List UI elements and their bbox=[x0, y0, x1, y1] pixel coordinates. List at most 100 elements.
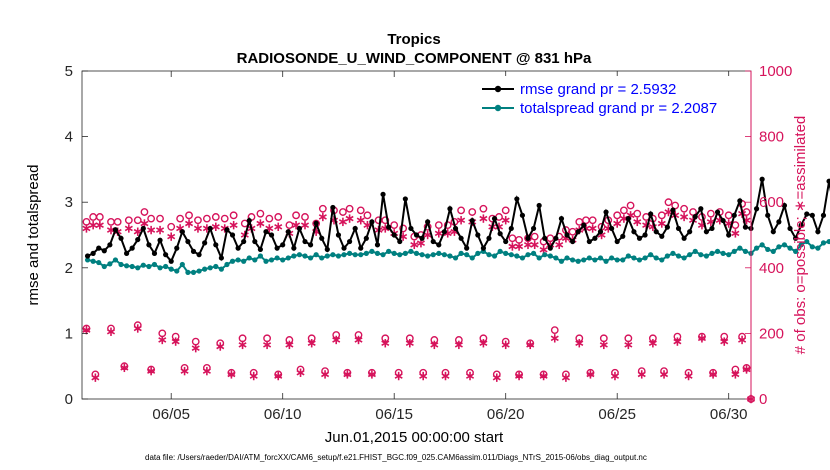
obs-assimilated-marker bbox=[296, 368, 305, 377]
totalspread-point bbox=[759, 242, 765, 248]
rmse-point bbox=[241, 238, 247, 245]
totalspread-point bbox=[609, 255, 615, 261]
obs-possible-marker bbox=[211, 213, 220, 221]
x-tick-label: 06/30 bbox=[710, 406, 748, 423]
obs-assimilated-marker bbox=[89, 220, 98, 230]
rmse-point bbox=[157, 237, 163, 243]
rmse-point bbox=[179, 229, 185, 235]
rmse-point bbox=[324, 246, 330, 253]
rmse-point bbox=[670, 207, 676, 213]
totalspread-point bbox=[151, 261, 158, 268]
y-right-tick-label: 600 bbox=[759, 194, 784, 211]
legend: rmse grand pr = 2.5932 totalspread grand… bbox=[477, 76, 745, 124]
legend-spread-marker bbox=[494, 104, 502, 112]
obs-assimilated-marker bbox=[508, 242, 517, 251]
totalspread-point bbox=[319, 255, 325, 261]
obs-assimilated-marker bbox=[479, 339, 488, 348]
totalspread-point bbox=[252, 257, 258, 263]
x-tick-label: 06/25 bbox=[598, 406, 636, 423]
rmse-point bbox=[430, 238, 436, 245]
obs-assimilated-marker bbox=[367, 370, 376, 379]
totalspread-point bbox=[793, 248, 799, 254]
obs-assimilated-marker bbox=[501, 340, 510, 350]
obs-assimilated-marker bbox=[147, 225, 156, 235]
obs-possible-marker bbox=[265, 214, 274, 223]
rmse-point bbox=[820, 212, 827, 218]
y-left-tick-label: 2 bbox=[65, 260, 73, 277]
totalspread-point bbox=[530, 250, 537, 256]
rmse-point bbox=[698, 206, 704, 212]
totalspread-point bbox=[369, 248, 375, 254]
obs-possible-marker bbox=[176, 214, 185, 223]
rmse-point bbox=[642, 232, 648, 238]
rmse-point bbox=[313, 220, 319, 226]
obs-possible-marker bbox=[229, 211, 238, 220]
totalspread-point bbox=[653, 255, 659, 261]
totalspread-point bbox=[307, 255, 314, 261]
obs-assimilated-marker bbox=[381, 339, 390, 348]
totalspread-point bbox=[603, 258, 609, 264]
rmse-point bbox=[536, 202, 542, 209]
rmse-point bbox=[525, 235, 531, 241]
totalspread-point bbox=[324, 253, 330, 259]
totalspread-point bbox=[553, 255, 559, 261]
obs-possible-marker bbox=[626, 201, 635, 210]
rmse-point bbox=[464, 245, 470, 251]
rmse-point bbox=[84, 253, 91, 259]
rmse-point bbox=[486, 235, 492, 241]
legend-box bbox=[477, 76, 745, 124]
totalspread-point bbox=[341, 252, 347, 258]
obs-assimilated-marker bbox=[561, 373, 570, 382]
rmse-point bbox=[798, 222, 804, 228]
obs-possible-marker bbox=[274, 213, 283, 221]
totalspread-point bbox=[497, 248, 503, 254]
totalspread-point bbox=[358, 252, 364, 258]
rmse-point bbox=[458, 235, 464, 241]
rmse-point bbox=[475, 232, 481, 238]
totalspread-point bbox=[798, 242, 804, 248]
totalspread-point bbox=[737, 245, 743, 251]
obs-possible-marker bbox=[220, 214, 229, 223]
obs-assimilated-marker bbox=[419, 371, 428, 381]
rmse-point bbox=[815, 229, 821, 235]
totalspread-point bbox=[820, 240, 827, 246]
obs-possible-marker bbox=[530, 232, 539, 241]
totalspread-point bbox=[636, 257, 643, 263]
obs-possible-marker bbox=[399, 224, 408, 233]
totalspread-point bbox=[163, 263, 169, 270]
rmse-point bbox=[793, 235, 799, 241]
totalspread-point bbox=[296, 252, 303, 258]
totalspread-point bbox=[157, 265, 163, 271]
rmse-point bbox=[570, 238, 576, 245]
rmse-point bbox=[765, 212, 771, 218]
rmse-point bbox=[664, 224, 670, 230]
y-left-tick-label: 1 bbox=[65, 325, 73, 342]
obs-assimilated-marker bbox=[394, 371, 403, 381]
rmse-point bbox=[296, 225, 303, 232]
obs-assimilated-marker bbox=[410, 240, 419, 250]
obs-assimilated-marker bbox=[575, 339, 584, 348]
totalspread-point bbox=[185, 269, 191, 275]
totalspread-point bbox=[313, 252, 319, 258]
x-axis-label: Jun.01,2015 00:00:00 start bbox=[325, 429, 504, 446]
obs-possible-marker bbox=[363, 211, 372, 220]
rmse-point bbox=[503, 238, 509, 245]
rmse-point bbox=[776, 219, 782, 225]
totalspread-point bbox=[257, 253, 263, 259]
y-right-tick-label: 0 bbox=[759, 391, 767, 408]
rmse-point bbox=[363, 235, 369, 241]
rmse-point bbox=[675, 225, 682, 232]
totalspread-point bbox=[419, 252, 425, 258]
y-left-tick-label: 3 bbox=[65, 194, 73, 211]
rmse-point bbox=[508, 225, 514, 232]
totalspread-point bbox=[681, 255, 687, 261]
totalspread-point bbox=[146, 263, 152, 270]
obs-assimilated-marker bbox=[307, 339, 316, 348]
totalspread-point bbox=[781, 242, 788, 248]
obs-assimilated-marker bbox=[120, 363, 129, 373]
rmse-point bbox=[291, 245, 297, 251]
totalspread-point bbox=[386, 248, 392, 254]
rmse-point bbox=[514, 196, 520, 202]
totalspread-point bbox=[174, 268, 180, 274]
totalspread-point bbox=[458, 250, 464, 256]
